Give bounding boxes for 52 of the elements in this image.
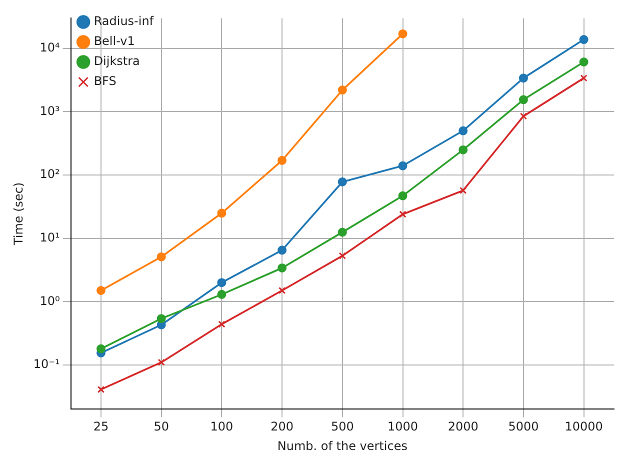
point xyxy=(97,386,105,394)
point xyxy=(338,177,347,186)
x-tick-label: 500 xyxy=(330,420,354,434)
x-tick-label: 2000 xyxy=(448,420,478,434)
point xyxy=(398,161,408,170)
y-tick-label: 10³ xyxy=(40,104,60,118)
point xyxy=(96,344,106,354)
point xyxy=(518,95,528,104)
point xyxy=(458,126,468,136)
point xyxy=(580,74,588,82)
point xyxy=(218,320,226,328)
point xyxy=(156,252,166,262)
y-tick-label: 10⁻¹ xyxy=(33,357,60,372)
point xyxy=(398,29,408,38)
point xyxy=(579,35,588,44)
x-tick-label: 1000 xyxy=(387,420,418,434)
point xyxy=(158,358,165,366)
point xyxy=(460,186,467,194)
x-tick-label: 50 xyxy=(154,420,169,434)
point xyxy=(518,74,528,83)
point xyxy=(96,286,106,295)
y-tick-label: 10² xyxy=(40,167,60,182)
point xyxy=(278,286,286,294)
point xyxy=(278,263,287,272)
point xyxy=(399,210,406,218)
x-tick-label: 5000 xyxy=(508,420,539,434)
legend-label: BFS xyxy=(94,74,116,88)
y-tick-label: 10⁰ xyxy=(40,294,60,308)
point xyxy=(278,246,287,255)
point xyxy=(458,145,468,154)
x-axis-title: Numb. of the vertices xyxy=(277,438,408,453)
point xyxy=(156,314,166,324)
y-tick-label: 10⁴ xyxy=(40,40,60,55)
point xyxy=(579,57,588,66)
point xyxy=(217,208,226,218)
point xyxy=(217,278,226,288)
point xyxy=(338,228,347,237)
point xyxy=(520,112,528,120)
x-tick-label: 100 xyxy=(210,420,234,434)
point xyxy=(338,252,346,260)
x-tick-label: 200 xyxy=(270,420,294,434)
point xyxy=(278,156,287,165)
y-axis-title: Time (sec) xyxy=(11,182,26,246)
point xyxy=(338,86,347,95)
legend-label: Radius-inf xyxy=(94,14,154,28)
y-tick-label: 10¹ xyxy=(40,230,60,244)
legend-label: Bell-v1 xyxy=(94,34,135,48)
x-tick-label: 10000 xyxy=(564,420,603,434)
x-tick-label: 25 xyxy=(93,420,109,434)
point xyxy=(398,191,408,200)
legend-label: Dijkstra xyxy=(94,54,140,68)
point xyxy=(217,290,226,299)
